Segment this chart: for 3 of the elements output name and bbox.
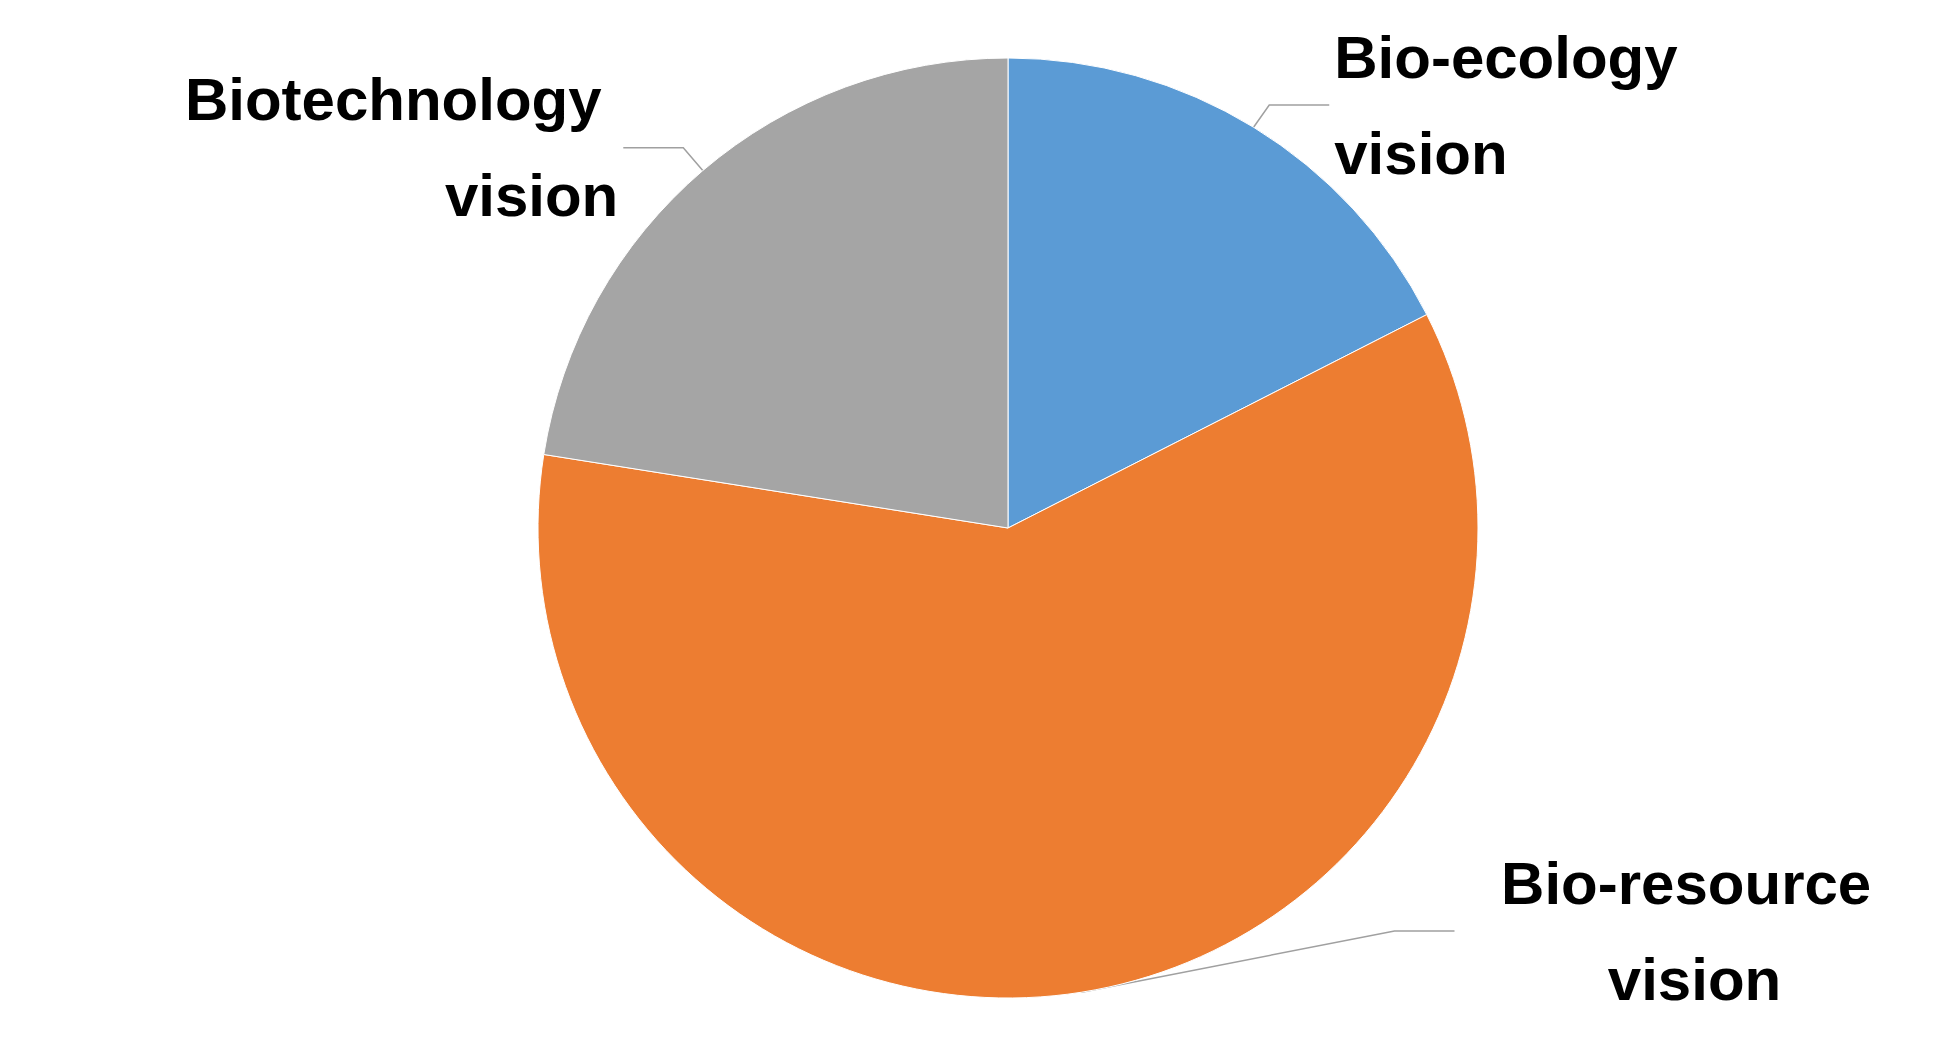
slice-label: Biotechnology vision [184,66,619,230]
slice-label: Bio-resource vision [1501,849,1888,1013]
slice-label: Bio-ecology vision [1334,23,1695,187]
